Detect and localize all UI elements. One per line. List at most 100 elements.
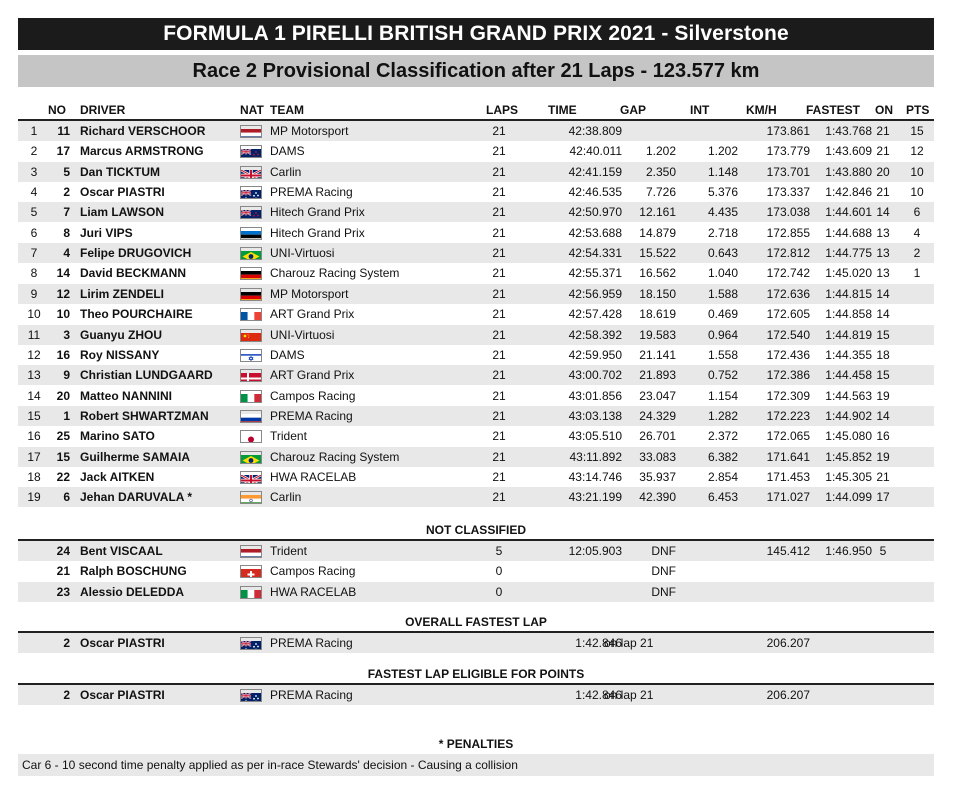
- position-cell: 9: [30, 286, 38, 301]
- speed-cell: 173.337: [766, 185, 810, 200]
- on-lap-cell: 20: [876, 164, 890, 179]
- table-row: 6 8 Juri VIPS Hitech Grand Prix 21 42:53.688 1…: [18, 223, 934, 243]
- flag-br-icon: [240, 450, 262, 464]
- driver-name-cell: Theo POURCHAIRE: [80, 307, 193, 322]
- table-row: 13 9 Christian LUNDGAARD ART Grand Prix 21 43…: [18, 365, 934, 386]
- fastest-lap-cell: 1:44.099: [825, 490, 872, 505]
- team-cell: ART Grand Prix: [270, 368, 355, 383]
- car-number-cell: 6: [63, 490, 70, 505]
- fastest-lap-cell: 1:44.858: [825, 307, 872, 322]
- gap-cell: 21.141: [639, 347, 676, 362]
- on-lap-cell: 14: [876, 286, 890, 301]
- fastest-lap-cell: 1:44.775: [825, 246, 872, 261]
- driver-name-cell: Alessio DELEDDA: [80, 584, 185, 599]
- flag-jp-icon: [240, 430, 262, 444]
- time-cell: 42:41.159: [568, 164, 622, 179]
- fastest-lap-cell: 1:45.852: [825, 449, 872, 464]
- on-lap-cell: 15: [876, 327, 890, 342]
- car-number-cell: 24: [56, 544, 70, 558]
- laps-cell: 21: [492, 429, 506, 444]
- table-row: 9 12 Lirim ZENDELI MP Motorsport 21 42:56.959…: [18, 283, 934, 304]
- col-pts: PTS: [906, 103, 930, 117]
- penalties-title: * PENALTIES: [438, 737, 514, 751]
- flag-au-icon: [240, 186, 262, 200]
- driver-name-cell: Jehan DARUVALA *: [80, 490, 193, 505]
- speed-cell: 206.207: [766, 636, 810, 650]
- team-cell: MP Motorsport: [270, 286, 349, 301]
- header-divider: [18, 119, 934, 121]
- gap-cell: DNF: [651, 564, 676, 579]
- col-kmh: KM/H: [746, 103, 777, 117]
- speed-cell: 172.742: [766, 266, 810, 281]
- laps-cell: 21: [492, 185, 506, 200]
- speed-cell: 173.038: [766, 205, 810, 220]
- time-cell: 1:42.846: [575, 688, 622, 702]
- position-cell: 11: [27, 327, 41, 342]
- interval-cell: 2.854: [707, 469, 738, 484]
- car-number-cell: 12: [56, 286, 70, 301]
- time-cell: 43:21.199: [568, 490, 622, 505]
- table-row: 1 11 Richard VERSCHOOR MP Motorsport 21 42:38…: [18, 121, 934, 141]
- team-cell: Campos Racing: [270, 564, 356, 579]
- laps-cell: 21: [492, 408, 506, 423]
- laps-cell: 0: [495, 564, 503, 579]
- speed-cell: 173.779: [766, 144, 810, 159]
- time-cell: 42:40.011: [569, 144, 623, 159]
- gap-cell: 16.562: [639, 266, 676, 281]
- speed-cell: 171.453: [766, 469, 810, 484]
- fastest-lap-cell: 1:44.355: [825, 347, 872, 362]
- time-cell: 42:58.392: [568, 327, 622, 342]
- points-cell: 4: [913, 225, 921, 240]
- speed-cell: 172.223: [766, 408, 810, 423]
- team-cell: Carlin: [270, 490, 302, 505]
- interval-cell: 1.154: [707, 388, 738, 403]
- car-number-cell: 10: [56, 307, 70, 322]
- position-cell: 3: [30, 164, 38, 179]
- laps-cell: 21: [492, 307, 506, 322]
- car-number-cell: 17: [56, 144, 70, 159]
- car-number-cell: 20: [56, 388, 70, 403]
- gap-cell: 35.937: [639, 469, 676, 484]
- speed-cell: 172.386: [766, 368, 810, 383]
- position-cell: 19: [27, 490, 41, 505]
- car-number-cell: 22: [56, 469, 70, 484]
- position-cell: 18: [27, 469, 41, 484]
- car-number-cell: 21: [56, 564, 70, 579]
- fastest-lap-cell: 1:43.768: [825, 124, 872, 138]
- driver-name-cell: Oscar PIASTRI: [80, 688, 165, 702]
- points-cell: 12: [910, 144, 924, 159]
- laps-cell: 21: [492, 164, 506, 179]
- laps-cell: 21: [492, 388, 506, 403]
- position-cell: 7: [30, 246, 38, 261]
- gap-cell: 26.701: [639, 429, 676, 444]
- laps-cell: 21: [492, 449, 506, 464]
- interval-cell: 2.718: [707, 225, 738, 240]
- interval-cell: 4.435: [707, 205, 738, 220]
- team-cell: UNI-Virtuosi: [270, 246, 335, 261]
- team-cell: Charouz Racing System: [270, 266, 400, 281]
- team-cell: PREMA Racing: [270, 636, 353, 650]
- interval-cell: 0.964: [707, 327, 738, 342]
- laps-cell: 21: [492, 124, 506, 138]
- gap-cell: 2.350: [645, 164, 676, 179]
- flag-cn-icon: [240, 328, 262, 342]
- on-lap-cell: 13: [876, 225, 890, 240]
- driver-name-cell: Roy NISSANY: [80, 347, 160, 362]
- table-row: 5 7 Liam LAWSON Hitech Grand Prix 21 42:50.97…: [18, 202, 934, 223]
- car-number-cell: 1: [63, 408, 70, 423]
- points-cell: 10: [910, 164, 924, 179]
- table-row: 12 16 Roy NISSANY DAMS 21 42:59.950 21.141 1.55…: [18, 345, 934, 365]
- car-number-cell: 2: [63, 636, 70, 650]
- gap-cell: 15.522: [639, 246, 676, 261]
- position-cell: 17: [27, 449, 41, 464]
- penalty-note: Car 6 - 10 second time penalty applied a…: [18, 754, 934, 776]
- position-cell: 5: [30, 205, 38, 220]
- speed-cell: 172.605: [766, 307, 810, 322]
- team-cell: UNI-Virtuosi: [270, 327, 335, 342]
- car-number-cell: 8: [63, 225, 70, 240]
- gap-cell: 7.726: [645, 185, 676, 200]
- time-cell: 43:01.856: [568, 388, 622, 403]
- col-on: ON: [875, 103, 893, 117]
- gap-cell: DNF: [651, 544, 676, 558]
- team-cell: Hitech Grand Prix: [270, 205, 365, 220]
